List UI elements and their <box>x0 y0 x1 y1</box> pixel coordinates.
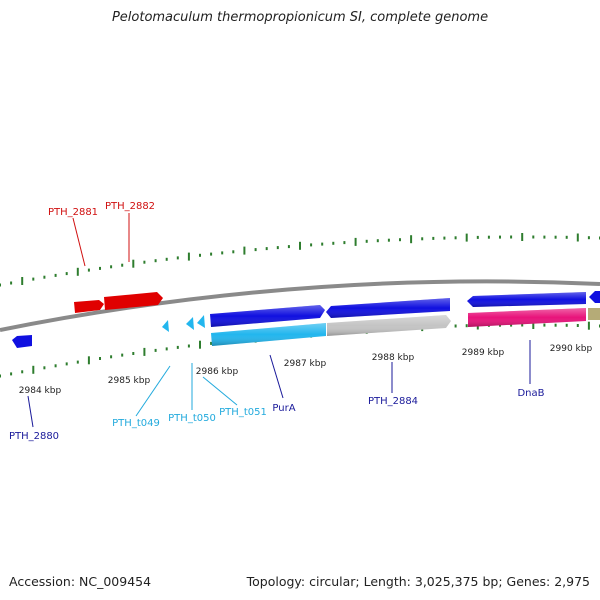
trna-pth-t049[interactable] <box>162 320 169 332</box>
gene-arrow-partial[interactable] <box>589 291 600 303</box>
trna-pth-t051[interactable] <box>197 315 205 328</box>
scale-label: 2990 kbp <box>550 344 593 354</box>
leader-pth-2880 <box>27 395 34 428</box>
gene-label-dnab[interactable]: DnaB <box>517 388 544 399</box>
tick-marks-upper <box>0 233 600 287</box>
gene-label-pth-2884[interactable]: PTH_2884 <box>368 396 418 407</box>
accession-text: Accession: NC_009454 <box>9 574 152 589</box>
reverse-genes <box>12 308 600 348</box>
gene-shading <box>211 323 326 346</box>
gene-label-pth-t049[interactable]: PTH_t049 <box>112 418 160 429</box>
gene-label-pth-t050[interactable]: PTH_t050 <box>168 413 216 424</box>
gene-shading <box>327 315 451 336</box>
leader-pth-t049 <box>135 365 171 417</box>
gene-label-pth-t051[interactable]: PTH_t051 <box>219 407 267 418</box>
genome-summary-text: Topology: circular; Length: 3,025,375 bp… <box>246 574 590 589</box>
scale-label: 2985 kbp <box>108 376 151 386</box>
gene-label-pth-2880[interactable]: PTH_2880 <box>9 431 59 442</box>
gene-shading <box>468 308 586 327</box>
gene-label-pura[interactable]: PurA <box>272 403 295 414</box>
scale-label: 2988 kbp <box>372 353 415 363</box>
leader-pth-t051 <box>202 376 238 406</box>
leader-lines <box>27 213 531 428</box>
genome-backbone <box>0 279 600 332</box>
scale-labels: 2984 kbp 2985 kbp 2986 kbp 2987 kbp 2988… <box>19 344 593 396</box>
scale-label: 2989 kbp <box>462 348 505 358</box>
scale-label: 2984 kbp <box>19 386 62 396</box>
gene-shading <box>326 298 450 318</box>
gene-label-pth-2881[interactable]: PTH_2881 <box>48 207 98 218</box>
gene-label-pth-2882[interactable]: PTH_2882 <box>105 201 155 212</box>
gene-arrow-pth-2881[interactable] <box>74 300 104 313</box>
gene-shading <box>467 292 586 307</box>
gene-shading <box>210 305 325 327</box>
gene-olive[interactable] <box>588 308 600 320</box>
gene-arrow-pth-2882[interactable] <box>104 292 163 310</box>
trna-pth-t050[interactable] <box>186 317 194 330</box>
forward-genes <box>74 291 600 327</box>
genome-title: Pelotomaculum thermopropionicum SI, comp… <box>111 10 489 25</box>
scale-label: 2987 kbp <box>284 359 327 369</box>
scale-label: 2986 kbp <box>196 367 239 377</box>
leader-pura <box>269 354 284 399</box>
gene-labels: PTH_2881 PTH_2882 PTH_2880 PTH_t049 PTH_… <box>9 201 545 442</box>
leader-pth-2881 <box>72 217 86 267</box>
gene-arrow-pth-2880[interactable] <box>12 335 32 348</box>
